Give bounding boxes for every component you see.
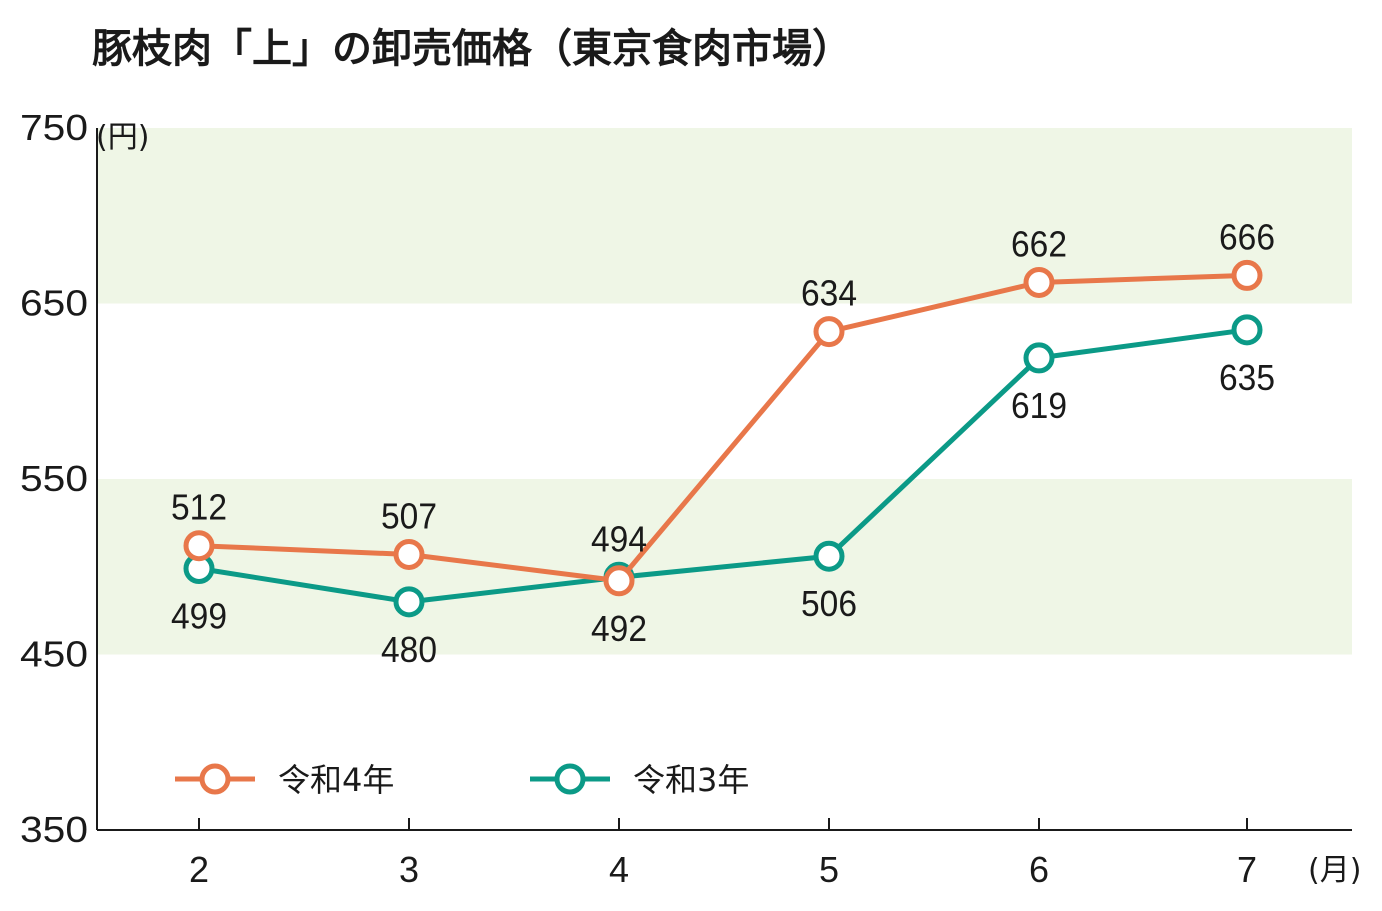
legend-label-0: 令和4年 bbox=[278, 761, 394, 799]
x-axis-unit: (月) bbox=[1308, 853, 1361, 888]
series-line-1 bbox=[198, 327, 1248, 605]
x-axis-ticks: 2 3 4 5 6 7 bbox=[189, 818, 1257, 890]
y-axis-unit: (円) bbox=[96, 120, 149, 155]
x-tick-label-3: 3 bbox=[399, 849, 419, 890]
x-tick-label-2: 2 bbox=[189, 849, 209, 890]
data-point-s0-3 bbox=[393, 538, 425, 570]
data-label-s1-4: 494 bbox=[591, 518, 647, 559]
data-label-s0-2: 512 bbox=[171, 487, 227, 528]
band-1 bbox=[97, 128, 1352, 304]
legend: 令和4年 令和3年 bbox=[175, 761, 749, 799]
y-tick-label-450: 450 bbox=[20, 634, 88, 675]
y-tick-label-750: 750 bbox=[20, 107, 88, 148]
data-point-s1-5 bbox=[813, 540, 845, 572]
legend-marker-0 bbox=[199, 763, 231, 795]
data-label-s0-6: 662 bbox=[1011, 223, 1067, 264]
axes bbox=[96, 128, 1352, 831]
x-tick-label-7: 7 bbox=[1237, 849, 1257, 890]
x-tick-label-5: 5 bbox=[819, 849, 839, 890]
y-tick-label-350: 350 bbox=[20, 809, 88, 850]
data-label-s1-2: 499 bbox=[171, 596, 227, 637]
data-label-s1-5: 506 bbox=[801, 583, 857, 624]
background-bands bbox=[97, 128, 1352, 655]
x-tick-label-6: 6 bbox=[1029, 849, 1049, 890]
data-label-s1-7: 635 bbox=[1219, 357, 1275, 398]
data-point-s0-5 bbox=[813, 316, 845, 348]
data-point-s0-7 bbox=[1231, 259, 1263, 291]
data-label-s0-5: 634 bbox=[801, 273, 857, 314]
data-point-s0-4 bbox=[603, 565, 635, 597]
data-point-s1-3 bbox=[393, 586, 425, 618]
data-label-s0-3: 507 bbox=[381, 495, 437, 536]
data-label-s1-3: 480 bbox=[381, 629, 437, 670]
y-tick-label-550: 550 bbox=[20, 458, 88, 499]
x-tick-label-4: 4 bbox=[609, 849, 629, 890]
data-point-s0-2 bbox=[183, 530, 215, 562]
data-label-s0-7: 666 bbox=[1219, 216, 1275, 257]
series-group: 512 507 492 634 662 666 499 480 494 506 619 635 bbox=[171, 216, 1275, 669]
data-label-s1-6: 619 bbox=[1011, 385, 1067, 426]
data-point-s1-6 bbox=[1023, 342, 1055, 374]
series-line-0 bbox=[198, 272, 1248, 584]
legend-label-1: 令和3年 bbox=[633, 761, 749, 799]
data-point-s0-6 bbox=[1023, 266, 1055, 298]
legend-marker-1 bbox=[554, 763, 586, 795]
data-point-s1-7 bbox=[1231, 314, 1263, 346]
y-axis-ticks: 350 450 550 650 750 bbox=[20, 107, 88, 850]
chart-title: 豚枝肉「上」の卸売価格（東京食肉市場） bbox=[92, 26, 852, 72]
data-label-s0-4: 492 bbox=[591, 608, 647, 649]
y-tick-label-650: 650 bbox=[20, 283, 88, 324]
